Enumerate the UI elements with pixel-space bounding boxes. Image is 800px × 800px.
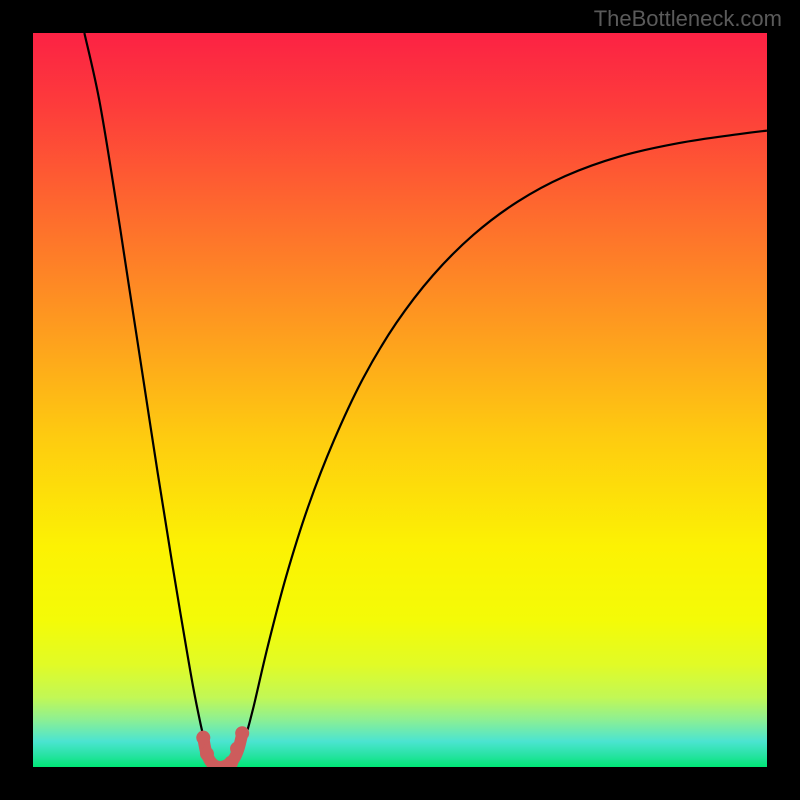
chart-background [33,33,767,767]
chart-svg [33,33,767,767]
watermark-text: TheBottleneck.com [594,6,782,32]
chart-frame: TheBottleneck.com [0,0,800,800]
plot-area [33,33,767,767]
u-base-dot [230,742,244,756]
u-base-dot [200,747,214,761]
u-base-dot [196,731,210,745]
u-base-dot [235,726,249,740]
